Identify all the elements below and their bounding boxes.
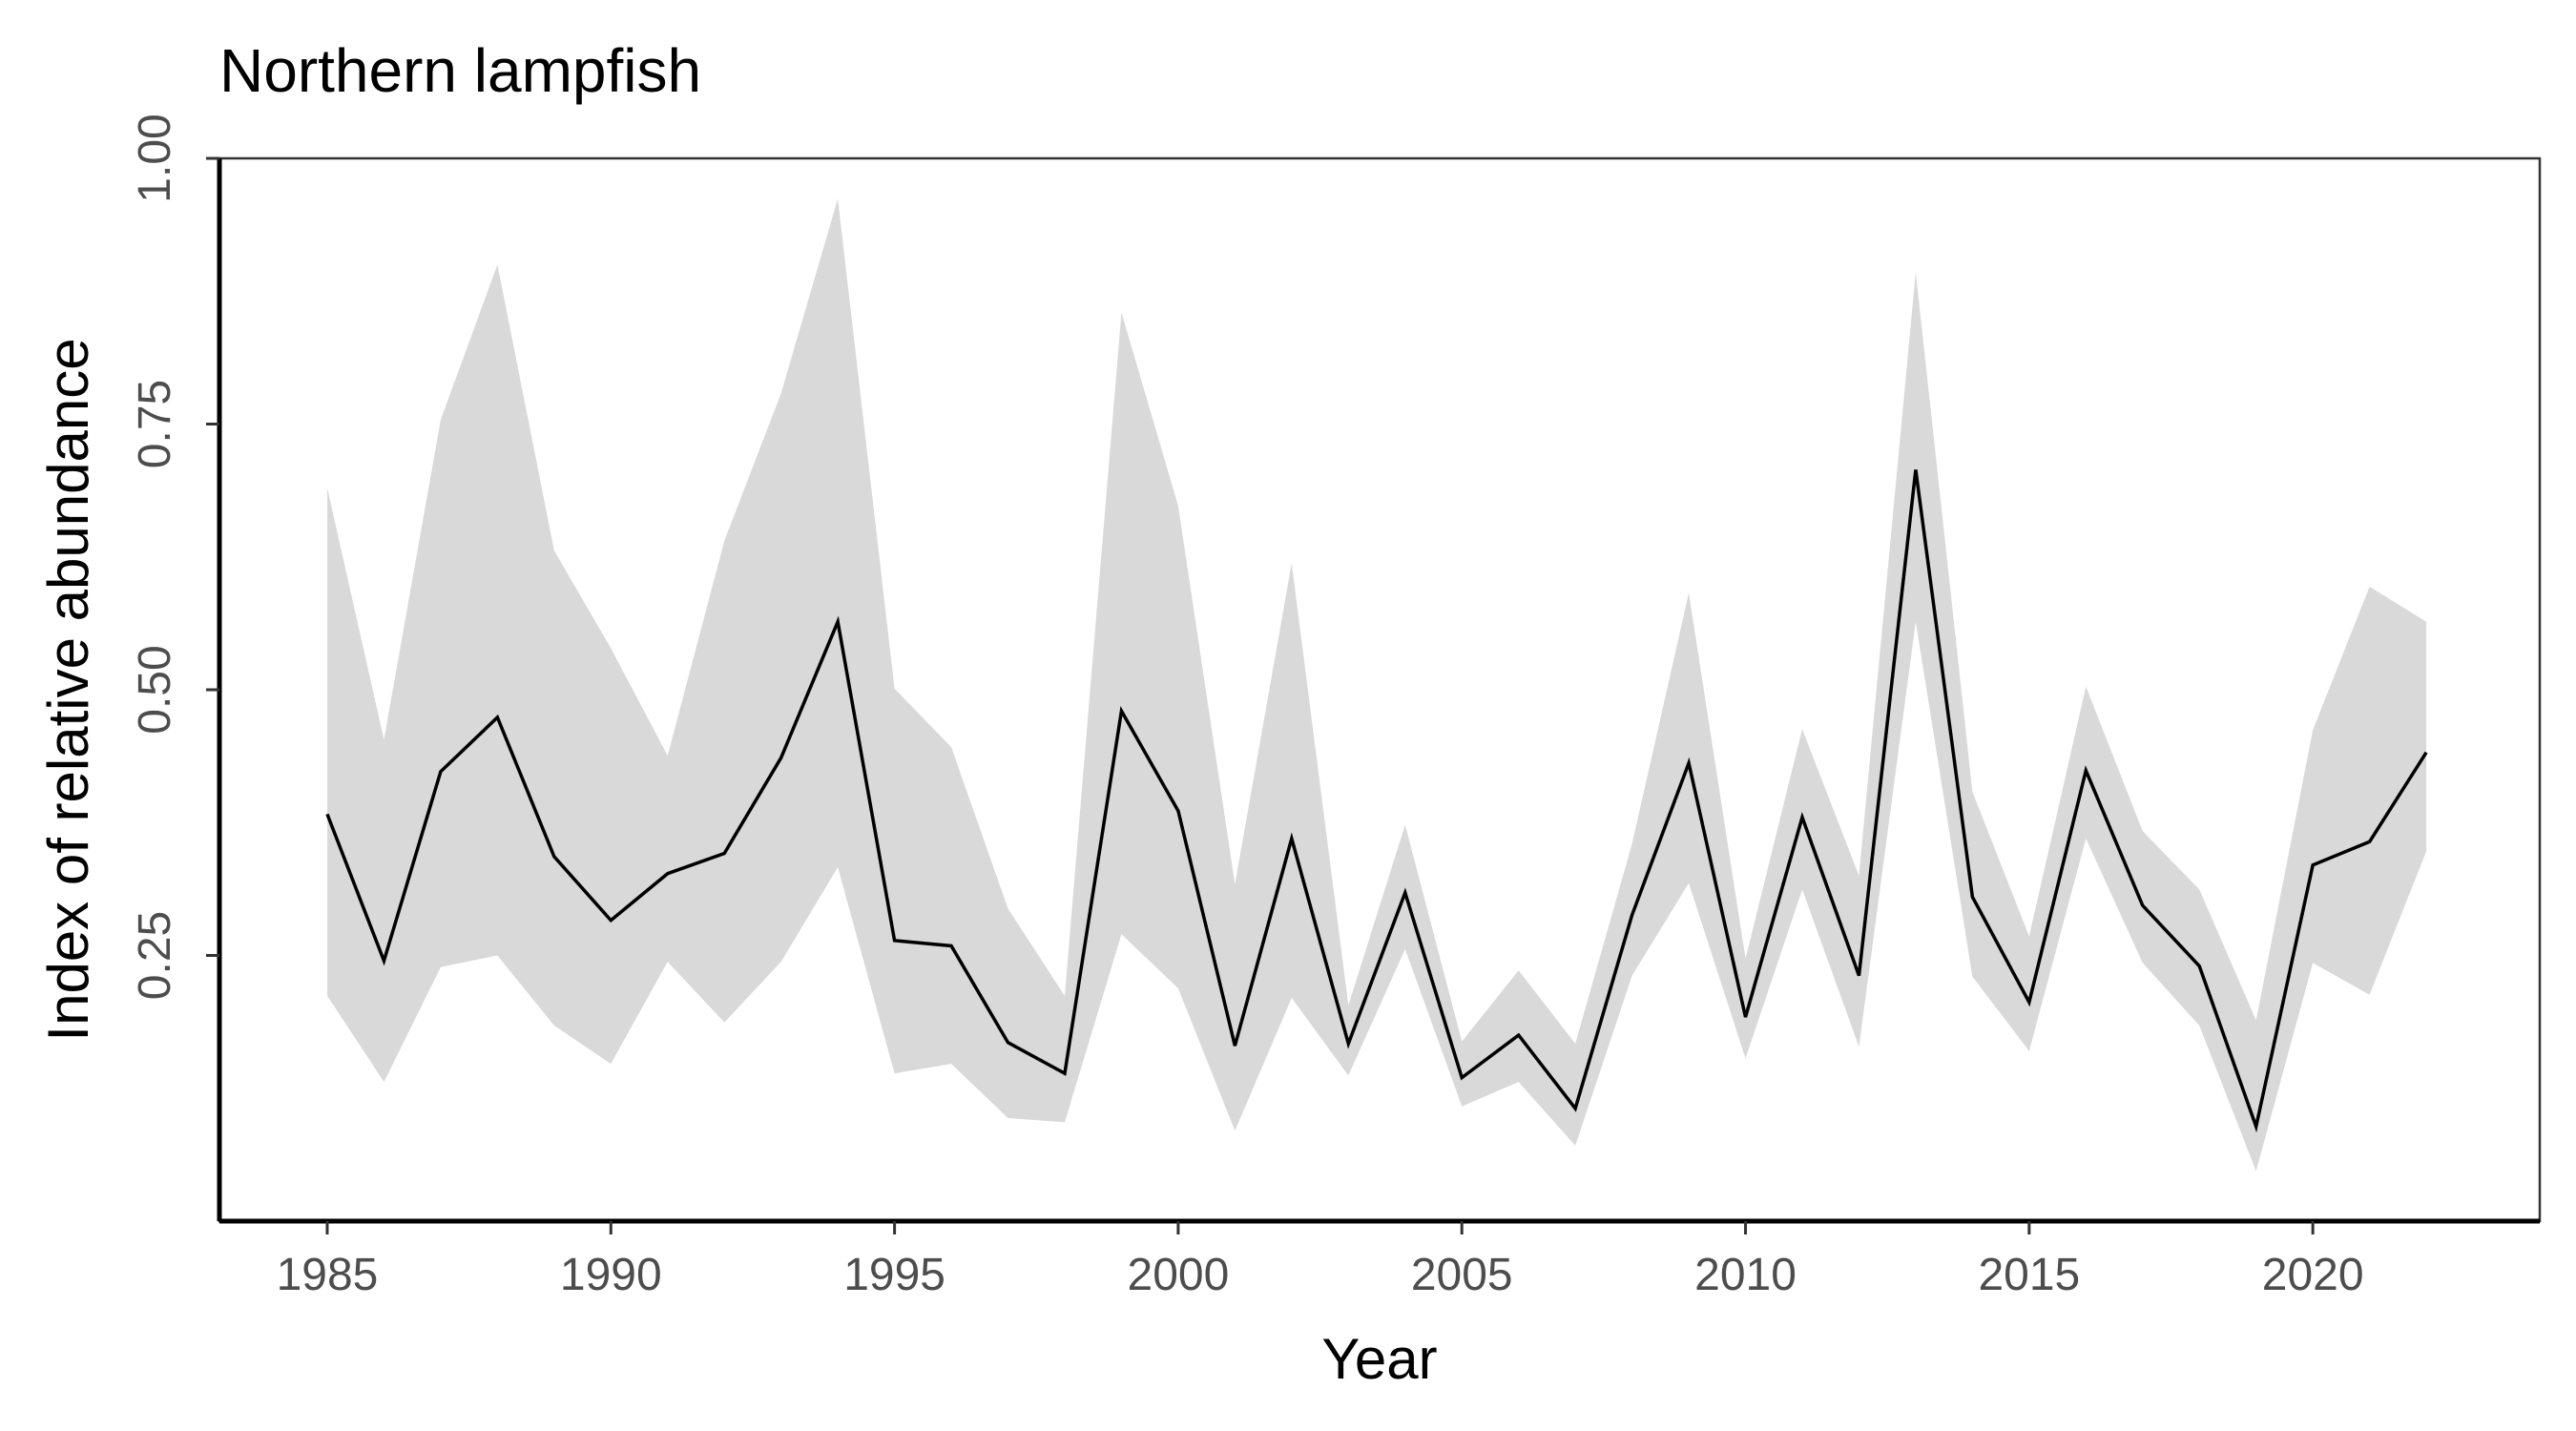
y-tick-label: 0.50 xyxy=(130,645,180,734)
data-point-1992 xyxy=(718,848,730,860)
data-point-2013 xyxy=(1910,464,1922,475)
x-tick-label: 1990 xyxy=(560,1250,662,1300)
data-point-1994 xyxy=(832,616,843,628)
data-point-2000 xyxy=(1173,805,1184,817)
x-axis-title: Year xyxy=(1321,1327,1437,1391)
data-point-2016 xyxy=(2080,765,2091,777)
confidence-band xyxy=(326,198,2427,1172)
y-tick-label: 0.25 xyxy=(130,911,180,1000)
data-point-2001 xyxy=(1229,1040,1240,1051)
data-point-2009 xyxy=(1683,757,1694,769)
data-point-1985 xyxy=(322,808,333,819)
data-point-1988 xyxy=(491,712,503,723)
data-point-2017 xyxy=(2137,900,2149,911)
data-point-1999 xyxy=(1115,705,1127,716)
data-point-1989 xyxy=(549,851,560,862)
x-tick-label: 2005 xyxy=(1411,1250,1513,1300)
data-point-1998 xyxy=(1059,1068,1070,1079)
data-point-2021 xyxy=(2364,836,2376,847)
data-point-1987 xyxy=(435,766,447,778)
data-point-2022 xyxy=(2420,747,2432,758)
y-tick-label: 1.00 xyxy=(130,114,180,202)
x-tick-label: 2020 xyxy=(2262,1250,2364,1300)
data-point-1993 xyxy=(776,752,787,763)
data-point-2012 xyxy=(1853,970,1864,982)
data-point-2006 xyxy=(1513,1029,1525,1041)
confidence-band-layer xyxy=(326,198,2427,1172)
series-line-layer xyxy=(322,464,2432,1133)
data-point-2003 xyxy=(1342,1038,1354,1049)
data-point-2015 xyxy=(2024,997,2035,1008)
y-axis-ticks: 0.25 0.50 0.75 1.00 xyxy=(130,114,219,1000)
data-point-2004 xyxy=(1400,887,1411,899)
data-point-2008 xyxy=(1627,909,1638,921)
data-point-2020 xyxy=(2307,860,2318,871)
data-point-2014 xyxy=(1966,891,1978,902)
data-point-2005 xyxy=(1456,1072,1467,1084)
index-line xyxy=(325,469,2428,1133)
x-tick-label: 1995 xyxy=(843,1250,945,1300)
data-point-2007 xyxy=(1569,1103,1581,1114)
data-point-1995 xyxy=(889,935,901,946)
y-tick-label: 0.75 xyxy=(130,380,180,468)
x-tick-label: 2000 xyxy=(1128,1250,1230,1300)
data-point-1996 xyxy=(945,940,957,951)
x-axis-ticks: 1985 1990 1995 2000 2005 2010 2015 2020 xyxy=(277,1221,2364,1300)
x-tick-label: 2015 xyxy=(1978,1250,2080,1300)
data-point-2002 xyxy=(1286,833,1298,844)
data-point-1997 xyxy=(1003,1037,1014,1048)
x-tick-label: 2010 xyxy=(1694,1250,1797,1300)
data-point-1986 xyxy=(378,955,389,966)
data-point-1991 xyxy=(662,868,674,880)
y-axis-title: Index of relative abundance xyxy=(36,338,100,1041)
x-tick-label: 1985 xyxy=(277,1250,379,1300)
data-point-1990 xyxy=(605,915,616,926)
data-point-2018 xyxy=(2193,961,2205,972)
data-point-2019 xyxy=(2251,1121,2262,1132)
chart-title: Northern lampfish xyxy=(219,36,701,105)
data-point-2010 xyxy=(1740,1011,1752,1023)
data-point-2011 xyxy=(1797,812,1808,823)
